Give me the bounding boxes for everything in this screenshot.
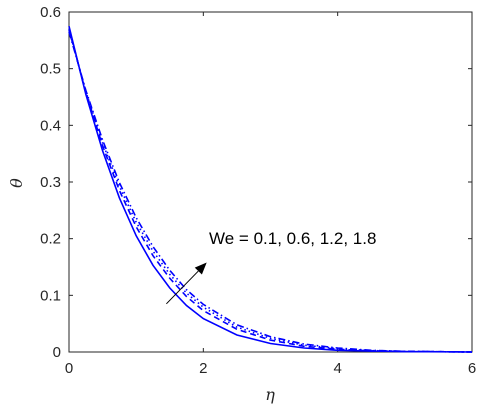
series-line-2 [68,28,473,353]
y-tick-label: 0.2 [40,231,61,248]
x-tick-label: 2 [199,360,207,377]
y-tick-label: 0.5 [40,61,61,78]
x-tick-label: 6 [468,360,476,377]
x-tick-label: 4 [333,360,341,377]
annotation-arrowhead [194,262,207,275]
annotation-group: We = 0.1, 0.6, 1.2, 1.8 [166,229,376,305]
series-line-1 [68,26,473,353]
y-tick-label: 0.3 [40,174,61,191]
y-tick-label: 0.6 [40,4,61,21]
x-axis-label: η [265,385,275,404]
y-tick-label: 0.1 [40,287,61,304]
x-tick-label: 0 [65,360,73,377]
series-group [68,26,473,353]
annotation-arrow [166,270,199,305]
y-tick-label: 0.4 [40,117,61,134]
series-line-4 [68,31,473,353]
ticks-group: 0 2 4 6 0 0.1 0.2 0.3 0.4 0.5 0.6 [40,4,476,377]
y-axis-label: θ [7,178,26,188]
annotation-text: We = 0.1, 0.6, 1.2, 1.8 [209,229,376,248]
plot-area [68,11,473,353]
series-line-3 [68,29,473,353]
y-tick-label: 0 [53,344,61,361]
